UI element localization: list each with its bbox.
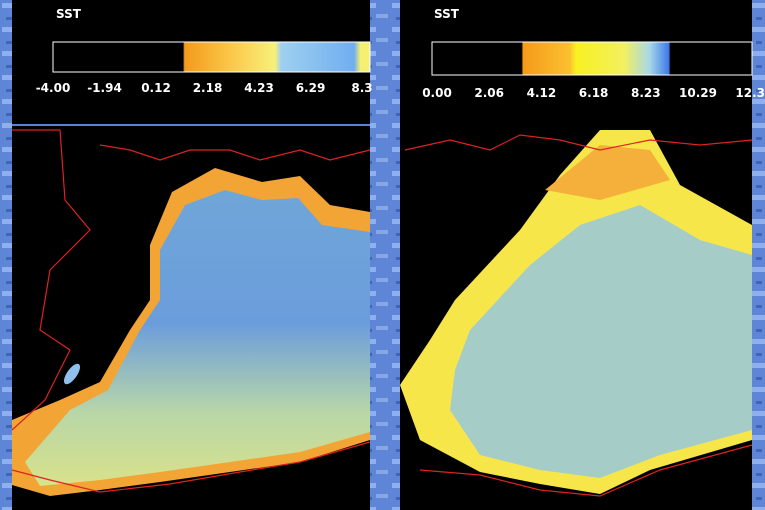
tick-label: 8.3 — [351, 81, 372, 95]
coastline — [11, 441, 371, 493]
tick-label: 8.23 — [631, 86, 661, 100]
colorbar-ticks: 0.00 2.06 4.12 6.18 8.23 10.29 12.3 — [422, 86, 765, 100]
coastline — [419, 444, 753, 497]
tick-label: 0.12 — [141, 81, 171, 95]
tick-label: 2.06 — [474, 86, 504, 100]
border — [99, 144, 371, 161]
tick-label: 4.23 — [244, 81, 274, 95]
tick-label: -4.00 — [36, 81, 71, 95]
colorbar — [52, 41, 371, 73]
border — [404, 134, 753, 151]
colorbar-title: SST — [434, 7, 460, 21]
tick-label: 6.18 — [579, 86, 609, 100]
tick-label: -1.94 — [87, 81, 122, 95]
right-panel: SST 0.00 2.06 4.12 6.18 8.23 10.29 12.3 — [400, 0, 765, 510]
colorbar-title: SST — [56, 7, 82, 21]
tick-label: 2.18 — [193, 81, 223, 95]
tick-label: 6.29 — [296, 81, 326, 95]
colorbar-ticks: -4.00 -1.94 0.12 2.18 4.23 6.29 8.3 — [36, 81, 373, 95]
sea — [25, 190, 370, 486]
tick-label: 4.12 — [527, 86, 557, 100]
tick-label: 10.29 — [679, 86, 717, 100]
warm-water — [545, 145, 670, 200]
tick-label: 0.00 — [422, 86, 452, 100]
lake — [63, 363, 81, 385]
colorbar — [431, 41, 753, 76]
tick-label: 12.3 — [735, 86, 765, 100]
left-panel: SST -4.00 -1.94 0.12 2.18 4.23 6.29 8.3 — [11, 0, 373, 510]
sea — [450, 205, 752, 478]
border — [11, 129, 91, 431]
